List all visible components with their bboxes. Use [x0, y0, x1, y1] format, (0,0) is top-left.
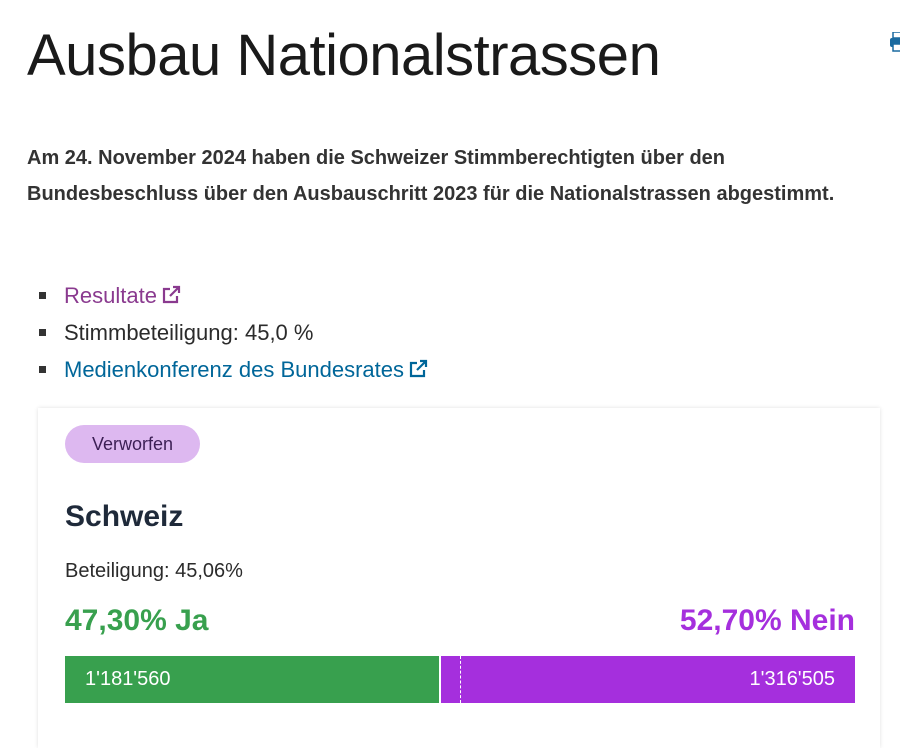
list-item: Medienkonferenz des Bundesrates	[27, 351, 428, 388]
status-badge: Verworfen	[65, 425, 201, 463]
link-label: Resultate	[64, 283, 157, 308]
no-bar-segment: 1'316'505	[438, 656, 855, 703]
link-list: Resultate Stimmbeteiligung: 45,0 % Medie…	[27, 277, 428, 388]
result-bar: 1'181'560 1'316'505	[65, 656, 855, 703]
resultate-link[interactable]: Resultate	[64, 283, 181, 308]
page-title: Ausbau Nationalstrassen	[27, 23, 661, 88]
list-item: Stimmbeteiligung: 45,0 %	[27, 314, 428, 351]
turnout-text: Stimmbeteiligung: 45,0 %	[64, 320, 314, 345]
lead-text: Am 24. November 2024 haben die Schweizer…	[27, 147, 835, 205]
external-link-icon	[162, 285, 181, 304]
list-item: Resultate	[27, 277, 428, 314]
yes-votes: 1'181'560	[85, 668, 171, 690]
participation-text: Beteiligung: 45,06%	[65, 560, 243, 582]
no-percent: 52,70% Nein	[679, 604, 855, 637]
no-votes: 1'316'505	[749, 668, 836, 690]
external-link-icon	[409, 359, 428, 378]
link-label: Medienkonferenz des Bundesrates	[64, 357, 404, 382]
yes-percent: 47,30% Ja	[65, 604, 209, 637]
print-icon[interactable]	[890, 32, 900, 52]
yes-bar-segment: 1'181'560	[65, 656, 439, 703]
majority-line	[460, 656, 461, 703]
result-card: Verworfen Schweiz Beteiligung: 45,06% 47…	[38, 408, 880, 748]
medienkonferenz-link[interactable]: Medienkonferenz des Bundesrates	[64, 357, 428, 382]
region-title: Schweiz	[65, 500, 184, 533]
